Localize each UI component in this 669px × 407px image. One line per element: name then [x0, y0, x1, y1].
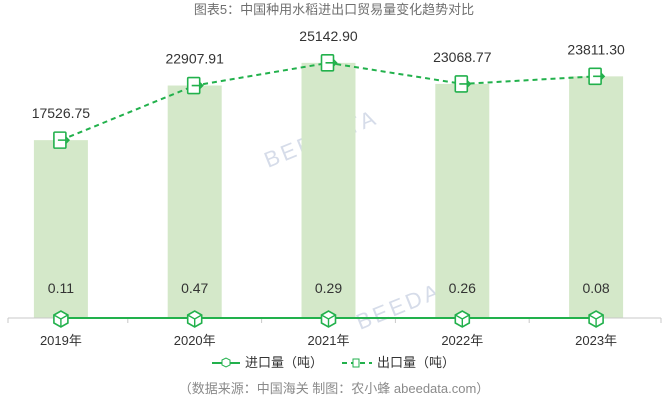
export-bar-2 [301, 62, 356, 318]
export-arrow-icon [593, 72, 606, 80]
box-icon-edge [588, 314, 604, 327]
x-tick-labels: 2019年 2020年 2021年 2022年 2023年 [40, 333, 617, 348]
export-bar-0 [33, 140, 88, 318]
import-value-label-3: 0.26 [449, 280, 476, 296]
source-note: （数据来源：中国海关 制图：农小蜂 abeedata.com） [179, 381, 490, 396]
import-point-4 [588, 310, 604, 328]
import-value-label-2: 0.29 [315, 280, 342, 296]
export-arrow-icon [325, 59, 338, 67]
export-arrow-icon [191, 81, 204, 90]
chart-title: 图表5：中国种用水稻进出口贸易量变化趋势对比 [194, 2, 474, 17]
import-line-series [53, 310, 604, 328]
x-tick-label-0: 2019年 [40, 333, 82, 348]
export-bars [33, 62, 624, 319]
export-value-label-2: 25142.90 [299, 28, 358, 44]
export-value-label-4: 23811.30 [567, 41, 625, 57]
legend-import-label: 进口量（吨） [245, 355, 323, 370]
import-value-label-1: 0.47 [181, 280, 208, 296]
export-point-2 [320, 54, 338, 72]
legend: 进口量（吨） 出口量（吨） [212, 355, 455, 370]
x-tick-label-1: 2020年 [174, 333, 216, 348]
import-value-label-4: 0.08 [582, 280, 609, 296]
export-line-series [53, 54, 606, 149]
export-bar-4 [569, 76, 624, 318]
legend-export-icon [352, 358, 360, 368]
export-point-4 [588, 67, 606, 86]
export-bar-1 [167, 85, 222, 319]
import-value-label-0: 0.11 [48, 280, 74, 296]
export-arrow-icon [459, 80, 472, 88]
box-icon-edge [187, 314, 203, 327]
import-point-3 [454, 310, 471, 328]
export-value-label-1: 22907.91 [165, 51, 224, 67]
export-value-label-0: 17526.75 [32, 105, 91, 121]
import-point-1 [186, 310, 203, 328]
legend-item-export: 出口量（吨） [342, 355, 455, 370]
box-icon-edge [53, 314, 69, 327]
x-tick-label-2: 2021年 [308, 333, 350, 348]
export-bar-3 [435, 83, 490, 318]
box-icon-edge [321, 314, 336, 327]
x-tick-label-4: 2023年 [575, 333, 617, 348]
export-arrow-icon [57, 136, 71, 144]
import-point-2 [320, 310, 337, 328]
legend-export-label: 出口量（吨） [377, 355, 455, 370]
legend-box-icon [221, 357, 231, 368]
export-point-0 [53, 131, 71, 149]
import-point-0 [53, 310, 69, 328]
legend-item-import: 进口量（吨） [212, 355, 323, 370]
export-point-1 [186, 76, 204, 95]
export-point-3 [454, 75, 472, 93]
value-labels: 17526.75 22907.91 25142.90 23068.77 23811.30… [32, 28, 625, 296]
export-value-label-3: 23068.77 [433, 49, 492, 65]
x-tick-label-3: 2022年 [441, 333, 483, 348]
box-icon-edge [454, 314, 470, 327]
